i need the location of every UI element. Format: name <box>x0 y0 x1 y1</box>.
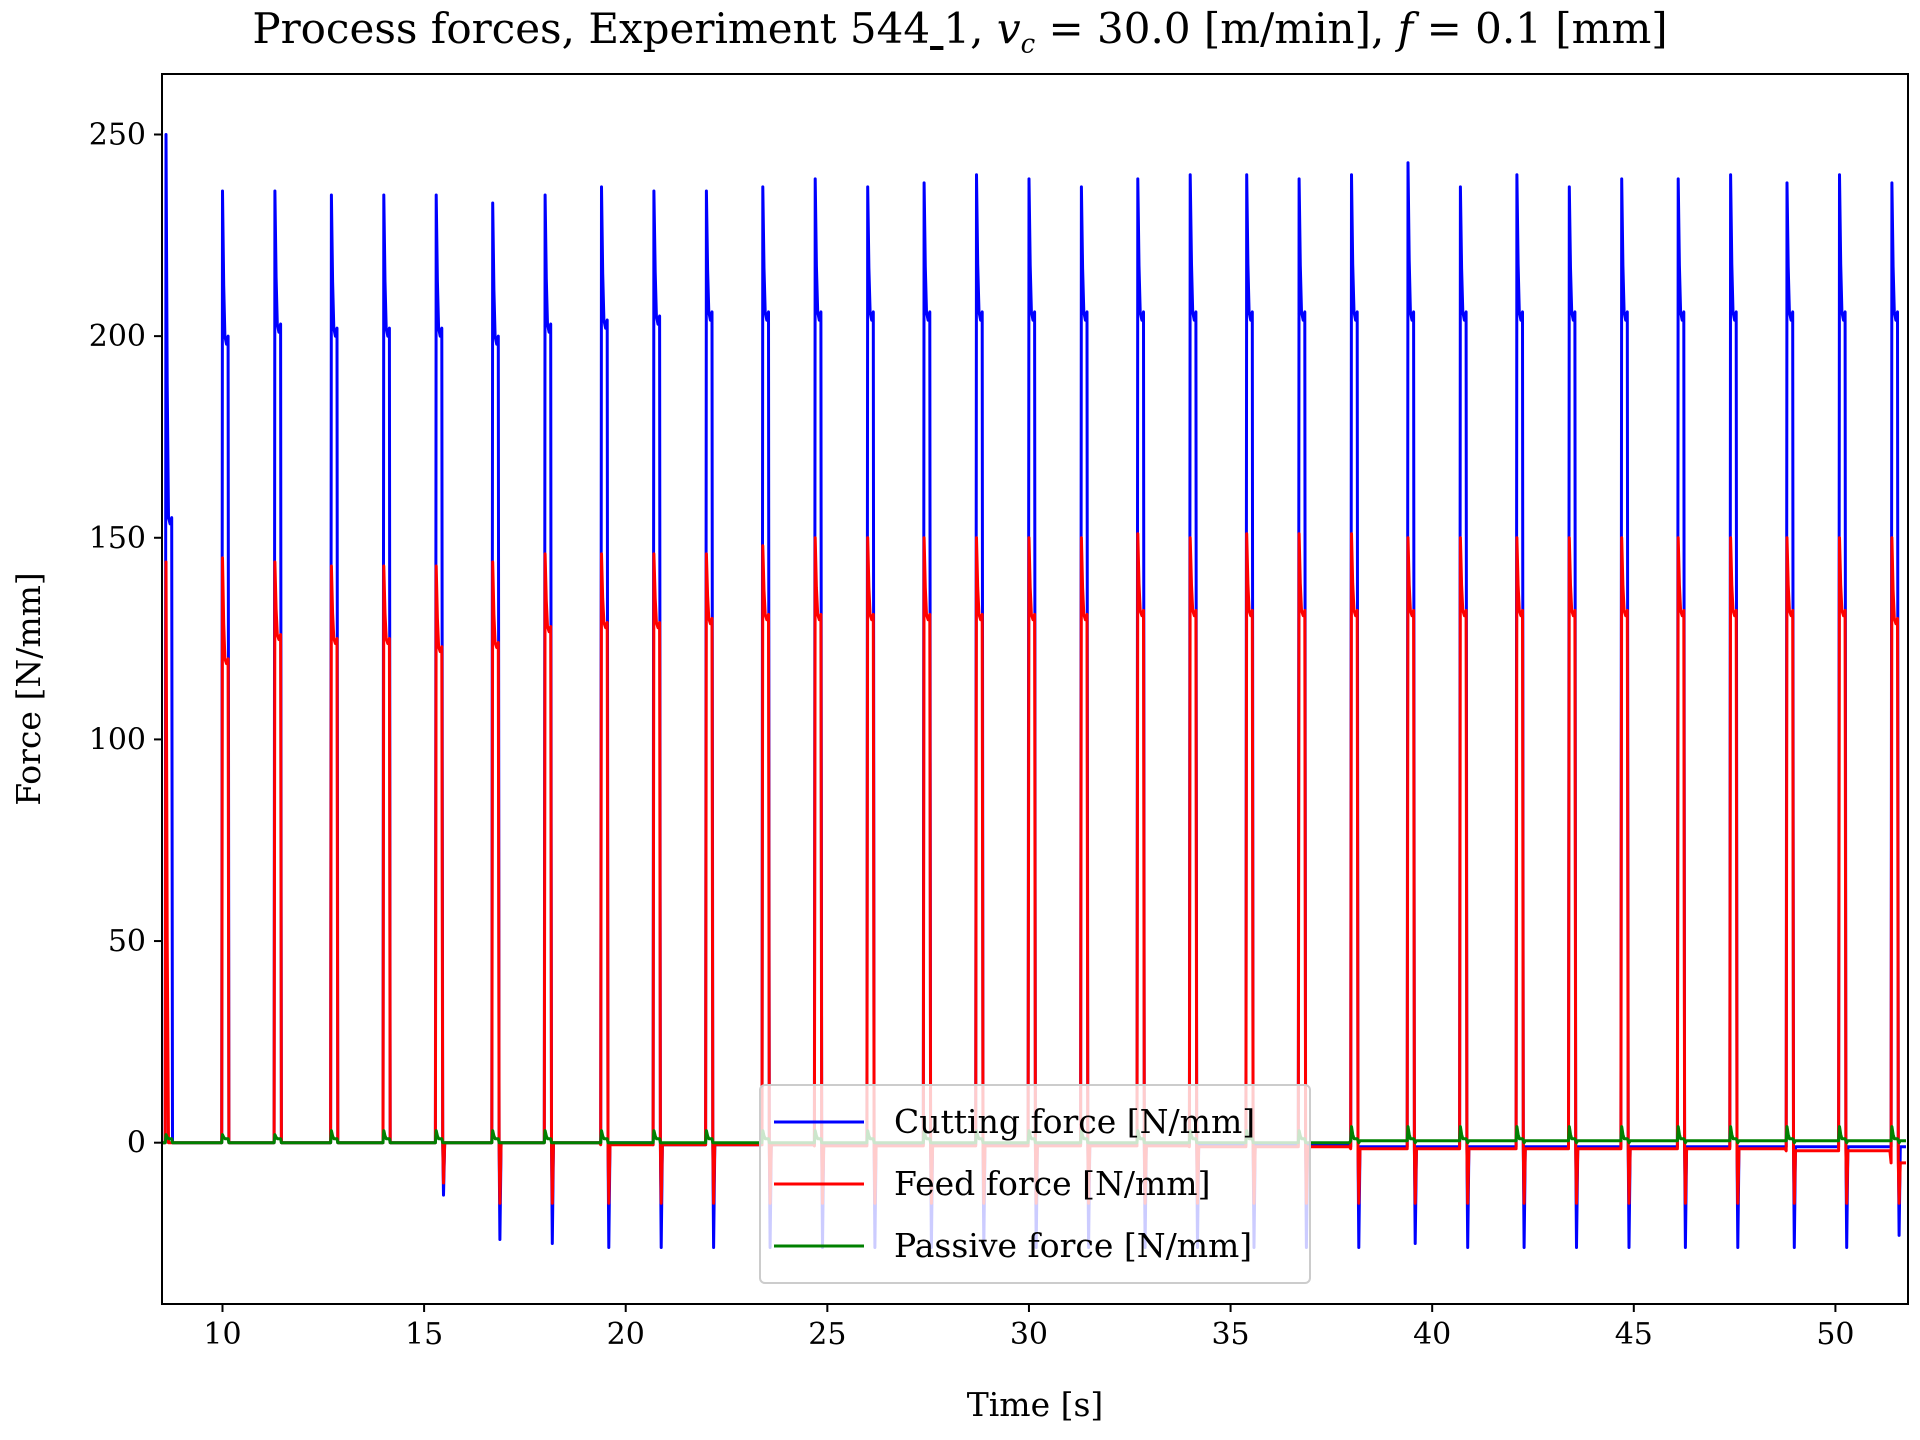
y-tick-label: 50 <box>108 924 146 959</box>
x-tick-label: 25 <box>808 1317 846 1352</box>
y-tick-label: 250 <box>89 117 146 152</box>
x-tick-label: 30 <box>1010 1317 1048 1352</box>
x-tick-label: 50 <box>1816 1317 1854 1352</box>
x-tick-label: 45 <box>1615 1317 1653 1352</box>
legend-label: Feed force [N/mm] <box>894 1164 1210 1203</box>
x-tick-label: 15 <box>405 1317 443 1352</box>
chart-title: Process forces, Experiment 544 1, vc = 3… <box>252 4 1668 60</box>
plot-frame <box>161 73 1909 1305</box>
y-tick-label: 100 <box>89 722 146 757</box>
x-tick-label: 35 <box>1211 1317 1249 1352</box>
x-tick-label: 10 <box>203 1317 241 1352</box>
y-axis-ticks: 0 50 100 150 200 250 <box>89 117 162 1161</box>
series-line-1 <box>162 532 1906 1205</box>
x-axis-label: Time [s] <box>967 1385 1104 1424</box>
x-tick-label: 40 <box>1413 1317 1451 1352</box>
series-layer <box>162 133 1906 1249</box>
y-tick-label: 150 <box>89 521 146 556</box>
series-line-0 <box>162 133 1906 1249</box>
legend: Cutting force [N/mm] Feed force [N/mm] Pas… <box>759 1084 1311 1284</box>
y-axis-label: Force [N/mm] <box>9 572 48 806</box>
y-tick-label: 200 <box>89 319 146 354</box>
legend-box <box>759 1084 1311 1284</box>
legend-label: Cutting force [N/mm] <box>894 1102 1255 1141</box>
y-tick-label: 0 <box>127 1126 146 1161</box>
legend-label: Passive force [N/mm] <box>894 1226 1252 1265</box>
x-tick-label: 20 <box>607 1317 645 1352</box>
x-axis-ticks: 10 15 20 25 30 35 40 45 50 <box>203 1304 1855 1352</box>
